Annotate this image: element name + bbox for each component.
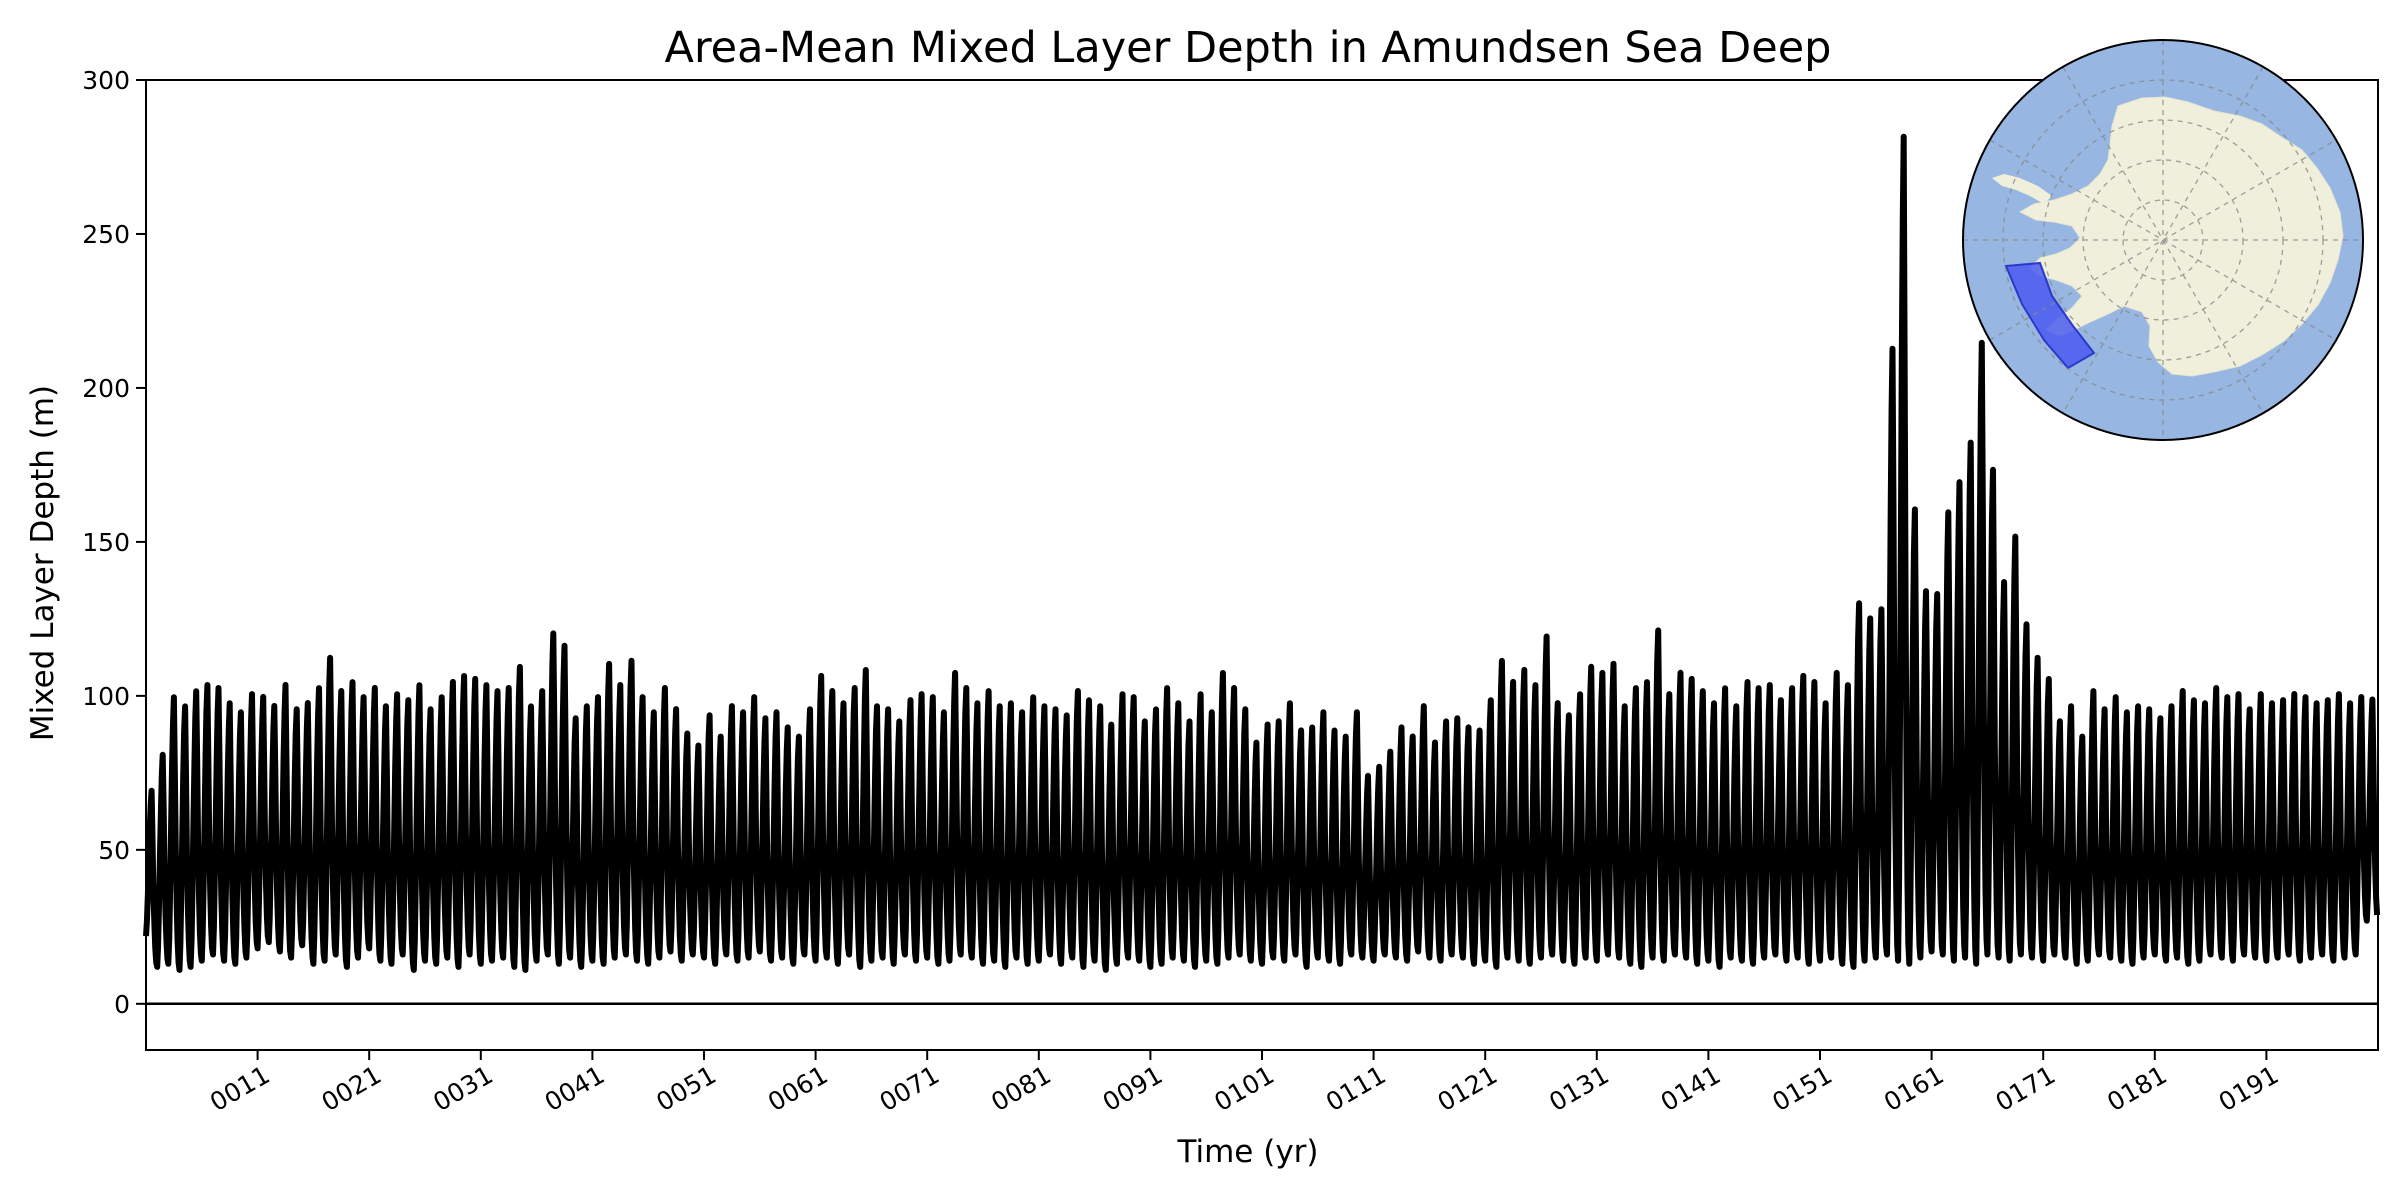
x-tick-label: 0151	[1767, 1060, 1837, 1117]
x-tick-label: 0161	[1879, 1060, 1949, 1117]
chart-title: Area-Mean Mixed Layer Depth in Amundsen …	[665, 23, 1832, 73]
antarctic-peninsula	[1992, 174, 2052, 204]
amundsen-sea-deep-region	[2004, 261, 2096, 370]
graticule	[1963, 40, 2363, 440]
antarctica-landmass	[2018, 96, 2344, 377]
y-tick-label: 0	[114, 990, 130, 1019]
y-tick-label: 200	[82, 374, 130, 403]
antarctica-inset-map	[1962, 39, 2364, 441]
x-tick-label: 0181	[2102, 1060, 2172, 1117]
x-tick-label: 0131	[1544, 1060, 1614, 1117]
x-tick-label: 0101	[1209, 1060, 1279, 1117]
y-tick-label: 100	[82, 682, 130, 711]
x-tick-label: 0071	[875, 1060, 945, 1117]
y-tick-label: 250	[82, 220, 130, 249]
x-tick-label: 0141	[1656, 1060, 1726, 1117]
x-axis: 0011 0021 0031 0041 0051 0061 0071 0081 0091 0101…	[205, 1050, 2283, 1117]
x-axis-title: Time (yr)	[1177, 1134, 1319, 1170]
x-tick-label: 0191	[2214, 1060, 2284, 1117]
x-tick-label: 0121	[1433, 1060, 1503, 1117]
x-tick-label: 0051	[651, 1060, 721, 1117]
x-tick-label: 0031	[428, 1060, 498, 1117]
x-tick-label: 0011	[205, 1060, 275, 1117]
x-tick-label: 0091	[1098, 1060, 1168, 1117]
x-tick-label: 0021	[317, 1060, 387, 1117]
x-tick-label: 0111	[1321, 1060, 1391, 1117]
y-tick-label: 150	[82, 528, 130, 557]
series-line-mixed-layer-depth	[143, 133, 2381, 973]
y-axis-title: Mixed Layer Depth (m)	[25, 385, 61, 741]
x-tick-label: 0041	[540, 1060, 610, 1117]
y-tick-label: 50	[98, 836, 130, 865]
globe-outline	[1962, 39, 2364, 441]
x-tick-label: 0081	[986, 1060, 1056, 1117]
y-tick-label: 300	[82, 66, 130, 95]
y-axis: 0 50 100 150 200 250 300	[82, 66, 146, 1019]
x-tick-label: 0061	[763, 1060, 833, 1117]
x-tick-label: 0171	[1991, 1060, 2061, 1117]
